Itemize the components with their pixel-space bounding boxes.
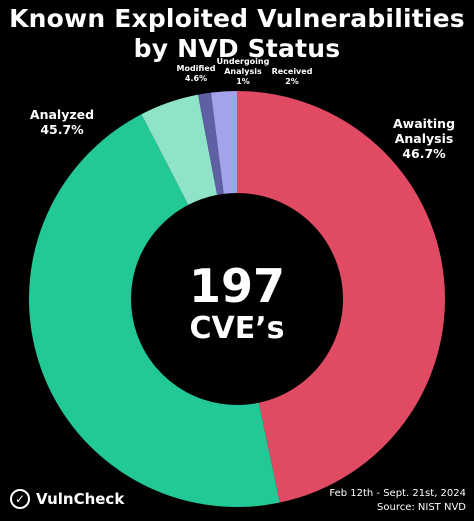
- label-undergoing-analysis: Undergoing Analysis 1%: [217, 57, 270, 86]
- slice-awaiting-analysis: [237, 91, 445, 503]
- vulncheck-logo: ✓ VulnCheck: [10, 489, 124, 509]
- label-received: Received 2%: [272, 67, 313, 86]
- label-modified: Modified 4.6%: [176, 64, 215, 83]
- brand-name: VulnCheck: [36, 490, 125, 508]
- date-range: Feb 12th - Sept. 21st, 2024: [329, 488, 466, 499]
- chart-title: Known Exploited Vulnerabilities by NVD S…: [0, 4, 474, 64]
- center-label: CVE’s: [190, 311, 285, 346]
- slice-received: [210, 91, 237, 194]
- check-icon: ✓: [10, 489, 30, 509]
- chart-title-line1: Known Exploited Vulnerabilities: [9, 4, 465, 33]
- slice-undergoing-analysis: [198, 92, 224, 195]
- label-awaiting-analysis: Awaiting Analysis 46.7%: [393, 116, 455, 161]
- footer-note: Feb 12th - Sept. 21st, 2024 Source: NIST…: [329, 487, 466, 515]
- donut-slices: [29, 91, 445, 507]
- slice-modified: [141, 94, 218, 205]
- label-analyzed: Analyzed 45.7%: [30, 107, 94, 137]
- source-text: Source: NIST NVD: [377, 502, 466, 513]
- center-value: 197: [189, 259, 285, 313]
- slice-labels: Awaiting Analysis 46.7% Analyzed 45.7% Modifi…: [30, 57, 455, 161]
- slice-analyzed: [29, 114, 280, 507]
- chart-title-line2: by NVD Status: [133, 34, 341, 63]
